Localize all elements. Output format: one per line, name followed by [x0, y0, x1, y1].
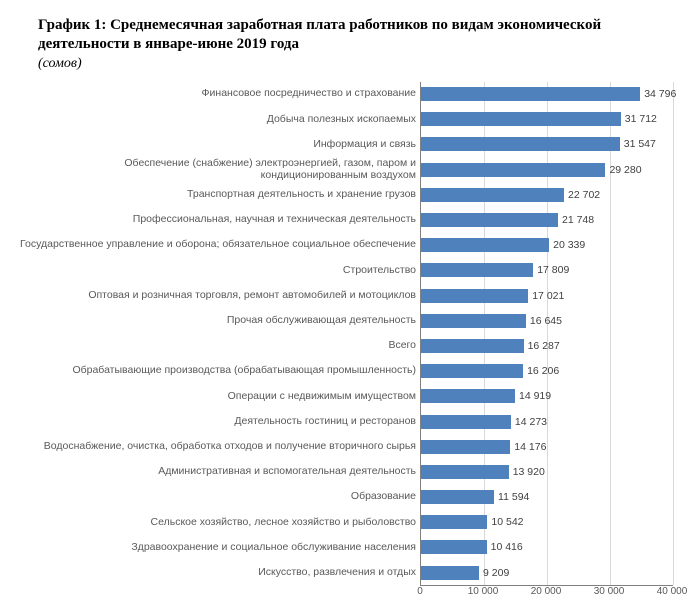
bar: 22 702	[421, 188, 564, 202]
category-label: Строительство	[16, 265, 421, 277]
bar-row: Информация и связь31 547	[421, 132, 673, 157]
category-label: Обрабатывающие производства (обрабатываю…	[16, 365, 421, 377]
bar-row: Прочая обслуживающая деятельность16 645	[421, 308, 673, 333]
value-label: 17 021	[532, 290, 564, 302]
category-label: Добыча полезных ископаемых	[16, 114, 421, 126]
category-label: Операции с недвижимым имуществом	[16, 391, 421, 403]
value-label: 11 594	[498, 491, 529, 503]
plot-area: Финансовое посредничество и страхование3…	[420, 82, 673, 587]
bar: 29 280	[421, 163, 605, 177]
value-label: 22 702	[568, 189, 600, 201]
bar: 9 209	[421, 566, 479, 580]
bar: 20 339	[421, 238, 549, 252]
value-label: 13 920	[513, 466, 545, 478]
chart-subtitle: (сомов)	[38, 56, 689, 72]
category-label: Оптовая и розничная торговля, ремонт авт…	[16, 290, 421, 302]
value-label: 10 416	[491, 541, 523, 553]
bar-row: Искусство, развлечения и отдых9 209	[421, 560, 673, 585]
category-label: Профессиональная, научная и техническая …	[16, 214, 421, 226]
value-label: 20 339	[553, 239, 585, 251]
x-tick-label: 20 000	[531, 586, 562, 597]
bar: 31 547	[421, 137, 620, 151]
value-label: 16 645	[530, 315, 562, 327]
bar: 17 809	[421, 263, 533, 277]
bar-row: Оптовая и розничная торговля, ремонт авт…	[421, 283, 673, 308]
category-label: Прочая обслуживающая деятельность	[16, 315, 421, 327]
value-label: 14 273	[515, 416, 547, 428]
bar: 16 645	[421, 314, 526, 328]
category-label: Обеспечение (снабжение) электроэнергией,…	[16, 158, 421, 181]
chart: Финансовое посредничество и страхование3…	[10, 82, 689, 603]
bar-row: Обрабатывающие производства (обрабатываю…	[421, 359, 673, 384]
bar: 13 920	[421, 465, 509, 479]
bar: 34 796	[421, 87, 640, 101]
category-label: Государственное управление и оборона; об…	[16, 239, 421, 251]
bar-row: Операции с недвижимым имуществом14 919	[421, 384, 673, 409]
bar: 14 176	[421, 440, 510, 454]
category-label: Финансовое посредничество и страхование	[16, 88, 421, 100]
bar-row: Транспортная деятельность и хранение гру…	[421, 182, 673, 207]
bar-row: Водоснабжение, очистка, обработка отходо…	[421, 434, 673, 459]
bar: 16 287	[421, 339, 524, 353]
category-label: Сельское хозяйство, лесное хозяйство и р…	[16, 517, 421, 529]
x-tick-label: 10 000	[468, 586, 499, 597]
bar: 17 021	[421, 289, 528, 303]
value-label: 16 287	[528, 340, 560, 352]
bar-row: Всего16 287	[421, 333, 673, 358]
category-label: Образование	[16, 491, 421, 503]
value-label: 17 809	[537, 264, 569, 276]
bar-rows: Финансовое посредничество и страхование3…	[421, 82, 673, 586]
x-tick-label: 40 000	[657, 586, 688, 597]
bar: 10 416	[421, 540, 487, 554]
value-label: 16 206	[527, 365, 559, 377]
value-label: 34 796	[644, 88, 676, 100]
bar: 31 712	[421, 112, 621, 126]
x-axis: 010 00020 00030 00040 000	[420, 586, 672, 602]
bar-row: Профессиональная, научная и техническая …	[421, 207, 673, 232]
x-tick-label: 30 000	[594, 586, 625, 597]
value-label: 10 542	[491, 516, 523, 528]
bar: 14 919	[421, 389, 515, 403]
bar-row: Здравоохранение и социальное обслуживани…	[421, 535, 673, 560]
category-label: Искусство, развлечения и отдых	[16, 567, 421, 579]
bar: 14 273	[421, 415, 511, 429]
value-label: 21 748	[562, 214, 594, 226]
category-label: Деятельность гостиниц и ресторанов	[16, 416, 421, 428]
category-label: Информация и связь	[16, 139, 421, 151]
bar-row: Государственное управление и оборона; об…	[421, 233, 673, 258]
bar: 11 594	[421, 490, 494, 504]
bar: 10 542	[421, 515, 487, 529]
category-label: Административная и вспомогательная деяте…	[16, 466, 421, 478]
bar-row: Строительство17 809	[421, 258, 673, 283]
category-label: Транспортная деятельность и хранение гру…	[16, 189, 421, 201]
bar-row: Административная и вспомогательная деяте…	[421, 459, 673, 484]
value-label: 31 547	[624, 138, 656, 150]
bar-row: Обеспечение (снабжение) электроэнергией,…	[421, 157, 673, 182]
category-label: Всего	[16, 340, 421, 352]
value-label: 29 280	[609, 164, 641, 176]
x-tick-label: 0	[417, 586, 423, 597]
value-label: 14 176	[514, 441, 546, 453]
bar-row: Сельское хозяйство, лесное хозяйство и р…	[421, 510, 673, 535]
value-label: 31 712	[625, 113, 657, 125]
bar: 21 748	[421, 213, 558, 227]
bar-row: Деятельность гостиниц и ресторанов14 273	[421, 409, 673, 434]
value-label: 14 919	[519, 390, 551, 402]
value-label: 9 209	[483, 567, 509, 579]
bar-row: Образование11 594	[421, 485, 673, 510]
category-label: Здравоохранение и социальное обслуживани…	[16, 542, 421, 554]
category-label: Водоснабжение, очистка, обработка отходо…	[16, 441, 421, 453]
chart-title: График 1: Среднемесячная заработная плат…	[38, 16, 689, 54]
grid-line	[673, 82, 674, 586]
bar-row: Финансовое посредничество и страхование3…	[421, 82, 673, 107]
bar-row: Добыча полезных ископаемых31 712	[421, 107, 673, 132]
bar: 16 206	[421, 364, 523, 378]
